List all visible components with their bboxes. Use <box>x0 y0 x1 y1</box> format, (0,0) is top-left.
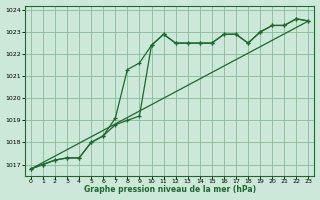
X-axis label: Graphe pression niveau de la mer (hPa): Graphe pression niveau de la mer (hPa) <box>84 185 256 194</box>
